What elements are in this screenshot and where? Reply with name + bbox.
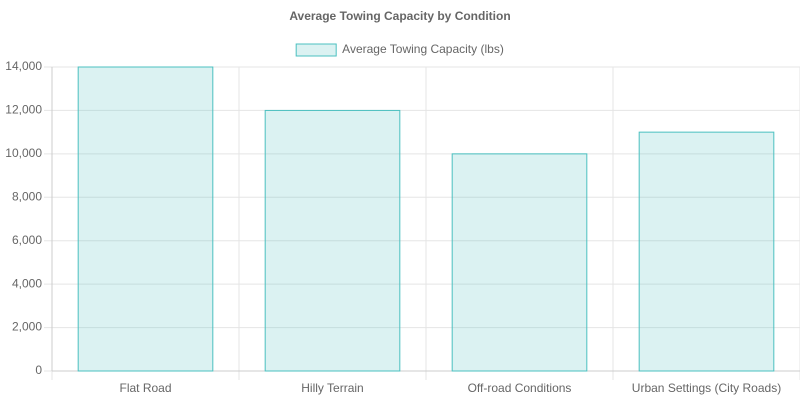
legend-swatch — [295, 43, 337, 57]
bar — [451, 153, 588, 372]
x-tick-label: Urban Settings (City Roads) — [632, 381, 781, 395]
x-tick-label: Flat Road — [119, 381, 171, 395]
y-tick-label: 0 — [35, 363, 42, 377]
x-tick-label: Off-road Conditions — [468, 381, 572, 395]
bar — [77, 66, 214, 372]
legend-label: Average Towing Capacity (lbs) — [342, 42, 504, 56]
y-tick-label: 6,000 — [12, 233, 42, 247]
y-tick-label: 12,000 — [5, 103, 42, 117]
x-tick-label: Hilly Terrain — [301, 381, 363, 395]
y-tick-label: 2,000 — [12, 320, 42, 334]
chart-title: Average Towing Capacity by Condition — [289, 9, 510, 23]
y-tick-label: 8,000 — [12, 189, 42, 203]
y-tick-label: 4,000 — [12, 276, 42, 290]
bar — [264, 109, 401, 372]
bar — [638, 131, 775, 372]
y-tick-label: 14,000 — [5, 59, 42, 73]
y-tick-label: 10,000 — [5, 146, 42, 160]
